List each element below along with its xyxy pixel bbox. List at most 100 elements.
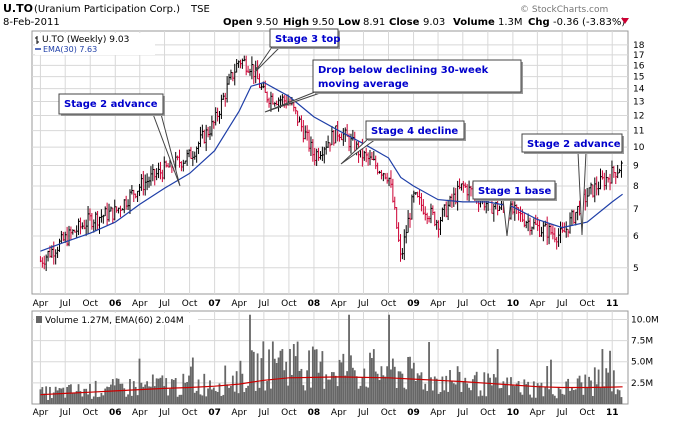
volume-bar	[136, 395, 139, 404]
volume-x-axis: Apr Jul Oct 06 Apr Jul Oct 07 Apr Jul Oct 08 Apr Jul O…	[33, 408, 619, 418]
volume-x-tick-label: Apr	[132, 408, 148, 418]
volume-bar	[380, 366, 383, 404]
volume-bar	[557, 386, 560, 404]
volume-label: Volume	[453, 17, 495, 28]
volume-bar	[191, 357, 194, 404]
volume-bar	[593, 367, 596, 404]
price-x-tick-label: Apr	[530, 299, 546, 309]
volume-x-tick-label: Jul	[357, 408, 369, 418]
annotation-text: Stage 2 advance	[64, 99, 158, 110]
volume-bar	[85, 388, 88, 404]
price-x-tick-label: Oct	[281, 299, 297, 309]
volume-x-tick-label: Jul	[59, 408, 71, 418]
volume-bar	[296, 341, 299, 404]
volume-bar	[363, 368, 366, 404]
volume-x-tick-label: Apr	[33, 408, 49, 418]
exchange: TSE	[190, 4, 210, 15]
volume-bar	[357, 388, 360, 404]
volume-bar	[310, 387, 312, 404]
volume-bar	[371, 357, 373, 404]
close-value: 9.03	[423, 17, 445, 28]
volume-bar	[270, 388, 272, 404]
volume-x-tick-label: 06	[109, 408, 122, 418]
price-y-tick-label: 18	[633, 41, 645, 51]
volume-bar	[161, 375, 164, 404]
volume-bar	[329, 379, 331, 404]
volume-x-tick-label: 09	[407, 408, 420, 418]
volume-bar	[403, 387, 406, 404]
volume-bar	[611, 391, 613, 404]
volume-bar	[300, 368, 303, 404]
price-y-tick-label: 15	[633, 73, 644, 83]
volume-bar	[454, 384, 457, 404]
volume-bar	[550, 359, 552, 404]
volume-bar	[504, 383, 507, 404]
annotation-text-line2: moving average	[318, 79, 409, 90]
volume-bar	[435, 378, 438, 404]
volume-bar	[275, 363, 278, 404]
volume-bar	[77, 384, 80, 404]
volume-bar	[163, 386, 166, 404]
price-x-tick-label: Jul	[59, 299, 71, 309]
volume-bar	[584, 374, 587, 404]
price-x-tick-label: Oct	[381, 299, 397, 309]
volume-x-tick-label: Oct	[579, 408, 595, 418]
volume-bar	[422, 389, 425, 404]
volume-bar	[513, 386, 516, 404]
volume-bar	[306, 370, 309, 404]
volume-bar	[311, 346, 314, 404]
volume-bar	[287, 385, 289, 404]
chg-label: Chg	[528, 17, 550, 28]
volume-bar	[506, 377, 509, 404]
volume-bar	[43, 393, 46, 404]
volume-bar	[523, 379, 526, 404]
volume-bar	[256, 353, 259, 404]
volume-bar	[481, 395, 484, 404]
volume-bar	[81, 396, 84, 404]
volume-x-tick-label: Jul	[456, 408, 468, 418]
volume-bar	[510, 377, 512, 404]
annotation-stage1: Stage 1 base	[472, 180, 557, 237]
volume-bar	[466, 383, 469, 404]
volume-bar	[471, 379, 474, 404]
volume-bar	[230, 386, 232, 404]
volume-bar	[462, 381, 465, 404]
volume-bar	[129, 379, 131, 404]
volume-value: 1.3M	[498, 17, 523, 28]
symbol: U.TO	[3, 2, 33, 15]
volume-bar	[348, 314, 350, 404]
volume-bar	[203, 373, 206, 404]
volume-bar	[117, 378, 120, 404]
annotations: Stage 2 advance Stage 3 top Drop below dec…	[58, 28, 624, 237]
volume-bar	[384, 376, 387, 404]
volume-bar	[290, 374, 293, 404]
volume-bar	[378, 379, 381, 404]
volume-bar	[336, 386, 339, 404]
volume-bar	[49, 386, 51, 404]
volume-bar	[239, 360, 242, 404]
volume-bar	[491, 385, 493, 404]
volume-bar	[540, 382, 543, 404]
volume-x-tick-label: Oct	[281, 408, 297, 418]
annotation-stage2a: Stage 2 advance	[58, 93, 181, 187]
volume-y-axis: 2.5M 5.0M 7.5M 10.0M	[631, 315, 659, 388]
volume-bar	[258, 387, 261, 404]
volume-bar	[399, 371, 402, 404]
volume-bar	[180, 394, 183, 404]
volume-bar	[96, 397, 99, 404]
price-x-tick-label: 07	[208, 299, 221, 309]
volume-bar	[134, 386, 137, 404]
price-x-tick-label: Jul	[357, 299, 369, 309]
volume-x-tick-label: 08	[308, 408, 321, 418]
volume-bar	[283, 370, 286, 404]
volume-bar	[41, 387, 44, 404]
volume-bar	[138, 358, 141, 404]
price-x-tick-label: Jul	[158, 299, 170, 309]
price-x-tick-label: Apr	[231, 299, 247, 309]
volume-bar	[437, 393, 440, 404]
volume-bar	[79, 391, 82, 404]
price-legend-label: U.TO (Weekly) 9.03	[42, 35, 129, 45]
volume-bar	[431, 390, 434, 404]
volume-bar	[376, 373, 379, 404]
